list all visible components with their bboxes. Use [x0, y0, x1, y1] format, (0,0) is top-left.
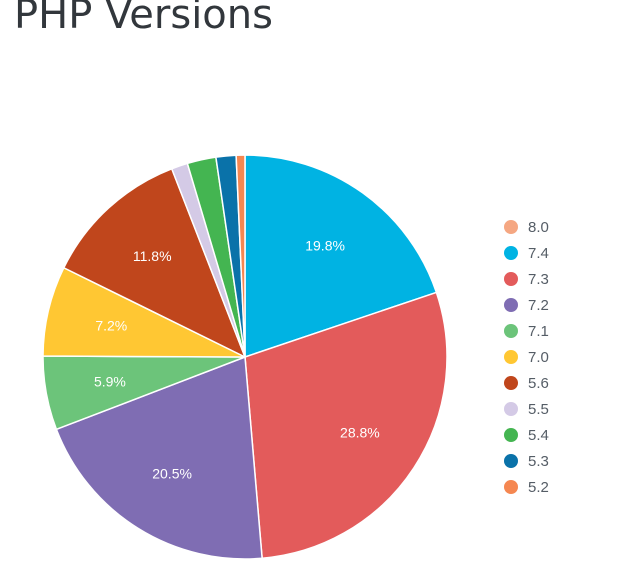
pie-data-label-7-3: 28.8%	[340, 424, 380, 440]
legend-item-5-5[interactable]: 5.5	[504, 396, 549, 422]
pie-slice-7-3[interactable]	[244, 291, 448, 560]
legend-label: 5.6	[528, 374, 549, 392]
pie-data-label-7-2: 20.5%	[152, 465, 192, 481]
legend-item-5-3[interactable]: 5.3	[504, 448, 549, 474]
legend-swatch	[504, 272, 518, 286]
pie-data-label-7-0: 7.2%	[95, 318, 127, 334]
pie-data-labels: 19.8% 28.8% 20.5% 5.9% 7.2% 11.8%	[94, 237, 380, 481]
legend-label: 5.5	[528, 400, 549, 418]
legend-item-5-2[interactable]: 5.2	[504, 474, 549, 500]
legend-item-7-4[interactable]: 7.4	[504, 240, 549, 266]
legend-swatch	[504, 246, 518, 260]
legend-label: 8.0	[528, 218, 549, 236]
legend-item-8-0[interactable]: 8.0	[504, 214, 549, 240]
pie-slice-5-6[interactable]	[63, 168, 246, 358]
legend-label: 7.1	[528, 322, 549, 340]
legend-label: 5.2	[528, 478, 549, 496]
legend-item-7-3[interactable]: 7.3	[504, 266, 549, 292]
legend-swatch	[504, 480, 518, 494]
legend-swatch	[504, 298, 518, 312]
pie-data-label-5-6: 11.8%	[133, 248, 172, 264]
legend-swatch	[504, 350, 518, 364]
pie-slices	[42, 154, 448, 560]
legend-label: 5.3	[528, 452, 549, 470]
legend-label: 7.4	[528, 244, 549, 262]
legend-swatch	[504, 324, 518, 338]
legend-item-5-4[interactable]: 5.4	[504, 422, 549, 448]
legend-item-7-2[interactable]: 7.2	[504, 292, 549, 318]
pie-slice-5-2[interactable]	[235, 154, 246, 358]
legend-swatch	[504, 454, 518, 468]
pie-slice-7-2[interactable]	[55, 356, 263, 560]
pie-slice-7-4[interactable]	[244, 154, 438, 358]
pie-data-label-7-1: 5.9%	[94, 374, 126, 390]
legend-label: 7.2	[528, 296, 549, 314]
legend-label: 5.4	[528, 426, 549, 444]
chart-legend: 8.0 7.4 7.3 7.2 7.1 7.0 5.6 5.5 5.4 5.3 5.2	[504, 214, 549, 500]
legend-item-7-0[interactable]: 7.0	[504, 344, 549, 370]
legend-item-7-1[interactable]: 7.1	[504, 318, 549, 344]
legend-item-5-6[interactable]: 5.6	[504, 370, 549, 396]
pie-data-label-7-4: 19.8%	[305, 237, 345, 253]
legend-label: 7.0	[528, 348, 549, 366]
legend-swatch	[504, 376, 518, 390]
page-title: PHP Versions	[14, 0, 273, 38]
legend-label: 7.3	[528, 270, 549, 288]
legend-swatch	[504, 402, 518, 416]
legend-swatch	[504, 428, 518, 442]
legend-swatch	[504, 220, 518, 234]
